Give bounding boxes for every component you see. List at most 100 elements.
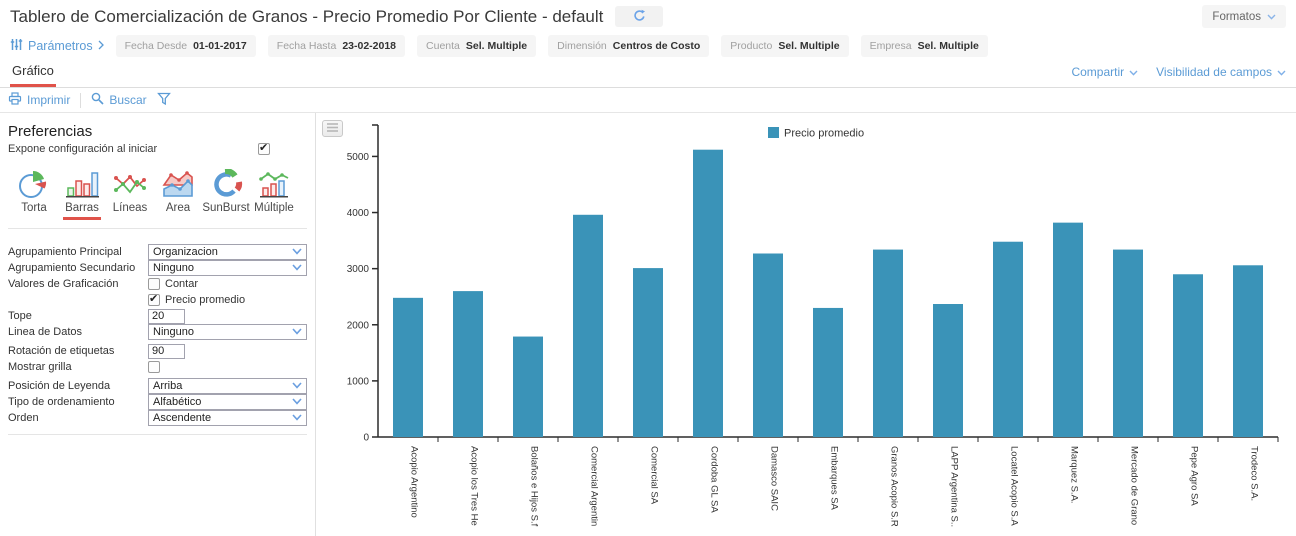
compartir-menu[interactable]: Compartir <box>1071 65 1138 79</box>
chip-value: Sel. Multiple <box>778 39 840 52</box>
page-title: Tablero de Comercialización de Granos - … <box>10 6 604 26</box>
svg-text:Pepe Agro SA: Pepe Agro SA <box>1189 446 1200 506</box>
precio-promedio-label: Precio promedio <box>165 294 246 306</box>
parametros-toggle[interactable]: Parámetros <box>10 38 104 54</box>
svg-text:Precio promedio: Precio promedio <box>784 128 864 140</box>
imprimir-label: Imprimir <box>27 93 71 107</box>
contar-checkbox[interactable] <box>148 278 160 290</box>
chart-type-barras[interactable]: Barras <box>58 169 106 220</box>
agrupamiento-secundario-select[interactable]: Ninguno <box>148 260 307 276</box>
chevron-down-icon <box>292 412 302 424</box>
chart-type-area[interactable]: Area <box>154 169 202 220</box>
parameters-bar: Parámetros Fecha Desde 01-01-2017 Fecha … <box>0 33 1296 58</box>
visibilidad-label: Visibilidad de campos <box>1156 65 1272 79</box>
chart-type-sunburst[interactable]: SunBurst <box>202 169 250 220</box>
title-bar: Tablero de Comercialización de Granos - … <box>0 0 1296 33</box>
form-row-tipo-ordenamiento: Tipo de ordenamiento Alfabético <box>8 394 307 410</box>
form-row-tope: Tope <box>8 308 307 324</box>
chart-type-lineas[interactable]: Líneas <box>106 169 154 220</box>
field-label: Tope <box>8 310 32 322</box>
area-chart-icon <box>161 169 195 199</box>
chevron-down-icon <box>292 380 302 392</box>
orden-select[interactable]: Ascendente <box>148 410 307 426</box>
tipo-ordenamiento-select[interactable]: Alfabético <box>148 394 307 410</box>
visibilidad-campos-menu[interactable]: Visibilidad de campos <box>1156 65 1286 79</box>
chart-type-label: Torta <box>21 202 47 214</box>
preferences-panel: Preferencias Expone configuración al ini… <box>0 113 316 536</box>
svg-text:Bolaños e Hijos S.f: Bolaños e Hijos S.f <box>529 446 540 527</box>
precio-promedio-checkbox[interactable] <box>148 292 160 306</box>
field-label: Orden <box>8 412 39 424</box>
chip-label: Fecha Hasta <box>276 39 337 52</box>
param-chip-cuenta[interactable]: Cuenta Sel. Multiple <box>417 34 537 57</box>
field-label: Tipo de ordenamiento <box>8 396 115 408</box>
precio-promedio-checkbox-row: Precio promedio <box>148 292 246 306</box>
expose-config-checkbox[interactable] <box>258 141 270 155</box>
form-row-precio-promedio: Precio promedio <box>8 292 307 308</box>
expose-config-label: Expone configuración al iniciar <box>8 143 158 155</box>
hamburger-icon <box>326 120 339 138</box>
tab-grafico[interactable]: Gráfico <box>10 63 56 87</box>
chart-type-selector: Torta Barras <box>8 169 307 220</box>
form-row-linea-datos: Linea de Datos Ninguno <box>8 324 307 340</box>
chart-menu-button[interactable] <box>322 120 343 137</box>
select-value: Ascendente <box>153 412 212 424</box>
sliders-icon <box>10 38 23 54</box>
contar-label: Contar <box>165 278 199 290</box>
param-chip-dimension[interactable]: Dimensión Centros de Costo <box>548 34 710 57</box>
svg-text:Granos Acopio S.R: Granos Acopio S.R <box>889 446 900 527</box>
select-value: Alfabético <box>153 396 202 408</box>
form-row-posicion-leyenda: Posición de Leyenda Arriba <box>8 378 307 394</box>
refresh-icon <box>633 9 646 25</box>
form-row-agrupamiento-secundario: Agrupamiento Secundario Ninguno <box>8 260 307 276</box>
rotacion-etiquetas-input[interactable] <box>148 343 185 359</box>
linea-datos-select[interactable]: Ninguno <box>148 324 307 340</box>
mostrar-grilla-checkbox[interactable] <box>148 361 160 373</box>
filter-button[interactable] <box>156 92 171 109</box>
field-label: Mostrar grilla <box>8 361 72 373</box>
select-value: Organizacion <box>153 246 218 258</box>
formatos-button[interactable]: Formatos <box>1202 5 1286 28</box>
chevron-down-icon <box>292 396 302 408</box>
imprimir-button[interactable]: Imprimir <box>8 92 70 108</box>
agrupamiento-principal-select[interactable]: Organizacion <box>148 244 307 260</box>
posicion-leyenda-select[interactable]: Arriba <box>148 378 307 394</box>
field-label: Linea de Datos <box>8 326 82 338</box>
buscar-button[interactable]: Buscar <box>91 92 147 108</box>
pie-chart-icon <box>16 169 52 199</box>
chart-area: 0 1000 2000 3000 4000 5000 Acopio Argentino Aco… <box>316 113 1296 536</box>
tab-bar: Gráfico Compartir Visibilidad de campos <box>0 58 1296 88</box>
chart-type-label: Barras <box>63 202 101 220</box>
chip-value: 01-01-2017 <box>193 39 247 52</box>
form-row-rotacion: Rotación de etiquetas <box>8 343 307 359</box>
chip-value: Sel. Multiple <box>917 39 979 52</box>
tope-input[interactable] <box>148 308 185 324</box>
formatos-label: Formatos <box>1212 10 1261 23</box>
svg-text:Cordoba GL SA: Cordoba GL SA <box>709 446 720 513</box>
chip-label: Cuenta <box>426 39 460 52</box>
chart-type-multiple[interactable]: Múltiple <box>250 169 298 220</box>
param-chip-fecha-hasta[interactable]: Fecha Hasta 23-02-2018 <box>267 34 406 57</box>
printer-icon <box>8 92 22 108</box>
svg-text:Mercado de Grano: Mercado de Grano <box>1129 446 1140 525</box>
sunburst-chart-icon <box>208 169 244 199</box>
svg-text:5000: 5000 <box>347 152 370 163</box>
search-icon <box>91 92 104 108</box>
svg-text:Acopio Argentino: Acopio Argentino <box>409 446 420 518</box>
chart-type-label: SunBurst <box>202 202 250 214</box>
tab-label: Gráfico <box>12 63 54 78</box>
svg-text:Marquez S.A.: Marquez S.A. <box>1069 446 1080 504</box>
chart-toolbar: Imprimir Buscar <box>0 88 1296 113</box>
chart-type-torta[interactable]: Torta <box>10 169 58 220</box>
svg-text:Damasco SAIC: Damasco SAIC <box>769 446 780 511</box>
chevron-down-icon <box>1277 65 1286 79</box>
preferences-title: Preferencias <box>8 123 93 140</box>
param-chip-producto[interactable]: Producto Sel. Multiple <box>721 34 849 57</box>
funnel-icon <box>156 92 171 109</box>
chevron-down-icon <box>1267 11 1276 23</box>
param-chip-empresa[interactable]: Empresa Sel. Multiple <box>860 34 988 57</box>
svg-text:Comercial SA: Comercial SA <box>649 446 660 505</box>
refresh-button[interactable] <box>615 6 664 27</box>
svg-text:Locatel Acopio S.A: Locatel Acopio S.A <box>1009 446 1020 526</box>
param-chip-fecha-desde[interactable]: Fecha Desde 01-01-2017 <box>115 34 256 57</box>
